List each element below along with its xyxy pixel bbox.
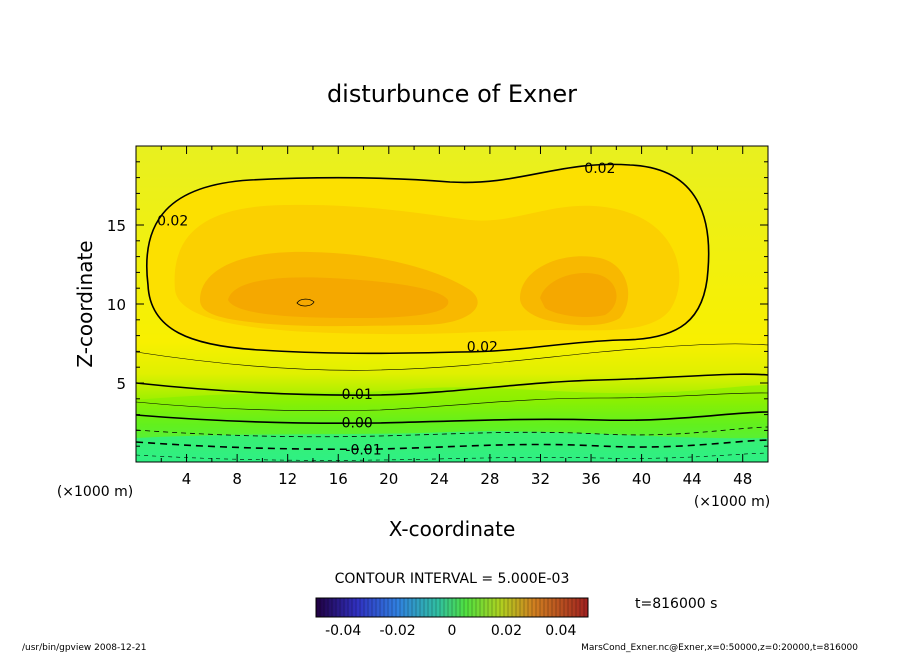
x-tick-label: 4 (182, 470, 192, 488)
x-tick-label: 48 (733, 470, 752, 488)
colorbar-tick-label: 0.02 (491, 623, 522, 639)
y-tick-label: 15 (107, 217, 126, 235)
footer-left: /usr/bin/gpview 2008-12-21 (22, 643, 146, 653)
y-axis-ticks: 5 10 15 (107, 161, 768, 447)
contour-line-0.005 (136, 392, 768, 412)
chart-title: disturbunce of Exner (327, 80, 577, 108)
y-tick-label: 5 (116, 375, 126, 393)
x-unit-note-left: (×1000 m) (57, 484, 133, 500)
contour-line-neg0.015 (136, 452, 768, 461)
x-tick-label: 20 (379, 470, 398, 488)
contour-line-0.01 (136, 373, 768, 396)
footer-right: MarsCond_Exner.nc@Exner,x=0:50000,z=0:20… (581, 643, 858, 653)
contour-label: 0.01 (342, 387, 373, 403)
contour-label: 0.00 (342, 416, 373, 432)
contour-line-0.02 (146, 163, 710, 355)
x-tick-label: 40 (632, 470, 651, 488)
colorbar-tick-labels: -0.04 -0.02 0 0.02 0.04 (325, 623, 576, 639)
x-tick-label: 12 (278, 470, 297, 488)
contour-line-0.015 (136, 343, 768, 371)
x-axis-label: X-coordinate (389, 517, 516, 541)
colorbar-tick-label: 0 (448, 623, 457, 639)
contour-label: -0.01 (345, 442, 381, 458)
colorbar-tick-label: -0.04 (325, 623, 361, 639)
contour-line-small-loop (296, 298, 315, 307)
y-axis-label: Z-coordinate (73, 240, 97, 367)
contour-label: 0.02 (584, 161, 615, 177)
contour-line-0.00 (136, 411, 768, 425)
x-tick-label: 32 (531, 470, 550, 488)
y-tick-label: 10 (107, 296, 126, 314)
x-tick-label: 16 (329, 470, 348, 488)
fill-core-left (228, 277, 449, 318)
x-tick-label: 24 (430, 470, 449, 488)
plot-area (136, 146, 768, 462)
x-tick-label: 36 (581, 470, 600, 488)
x-tick-label: 8 (232, 470, 242, 488)
contour-interval-text: CONTOUR INTERVAL = 5.000E-03 (335, 571, 570, 587)
colorbar-tick-label: 0.04 (545, 623, 576, 639)
colorbar-tick-label: -0.02 (379, 623, 415, 639)
contour-labels: 0.02 0.02 0.02 0.01 0.00 -0.01 (157, 161, 615, 458)
colorbar-stripes (319, 598, 585, 617)
time-label: t=816000 s (635, 596, 717, 612)
contour-label: 0.02 (467, 340, 498, 356)
fill-core-right (540, 272, 617, 318)
x-tick-label: 28 (480, 470, 499, 488)
contour-label: 0.02 (157, 213, 188, 229)
contour-line-neg0.01 (136, 439, 768, 451)
x-tick-label: 44 (683, 470, 702, 488)
x-axis-ticks: 4 8 12 16 20 24 28 32 36 40 44 48 (160, 146, 752, 488)
x-unit-note-right: (×1000 m) (694, 494, 770, 510)
